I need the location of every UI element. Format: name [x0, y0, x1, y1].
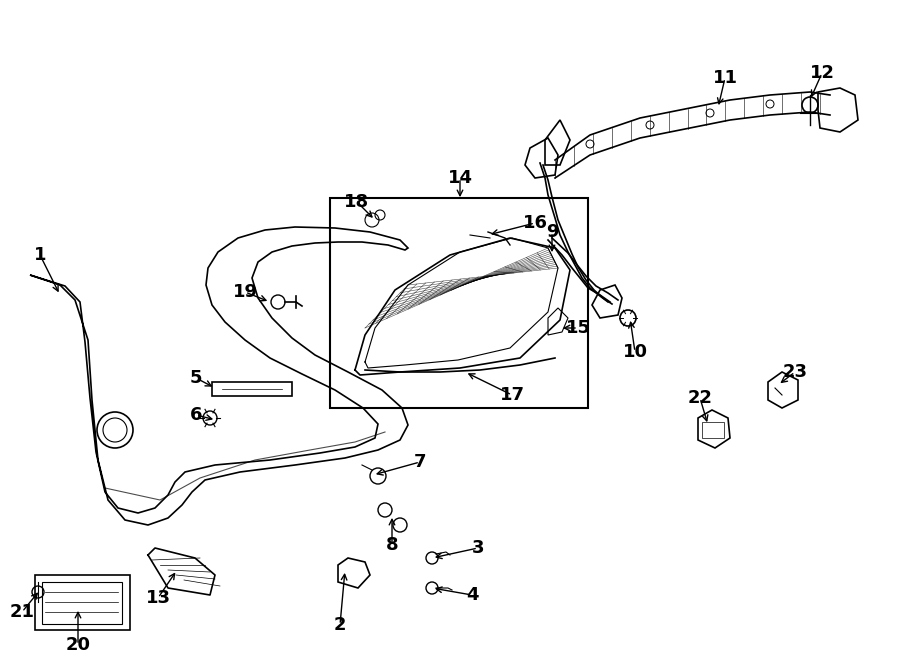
Text: 4: 4	[466, 586, 478, 604]
Text: 23: 23	[782, 363, 807, 381]
Text: 16: 16	[523, 214, 547, 232]
Bar	[330, 198, 588, 408]
Bar	[42, 582, 122, 624]
Text: 5: 5	[190, 369, 203, 387]
Bar	[212, 382, 292, 396]
Text: 14: 14	[447, 169, 473, 187]
Text: 19: 19	[232, 283, 257, 301]
Text: 10: 10	[623, 343, 647, 361]
Text: 17: 17	[500, 386, 525, 404]
Text: 1: 1	[34, 246, 46, 264]
Bar	[35, 575, 130, 630]
Text: 7: 7	[414, 453, 427, 471]
Text: 20: 20	[66, 636, 91, 654]
Text: 15: 15	[565, 319, 590, 337]
Text: 9: 9	[545, 223, 558, 241]
Text: 2: 2	[334, 616, 346, 634]
Text: 22: 22	[688, 389, 713, 407]
Text: 13: 13	[146, 589, 170, 607]
Text: 12: 12	[809, 64, 834, 82]
Text: 11: 11	[713, 69, 737, 87]
Text: 3: 3	[472, 539, 484, 557]
Text: 8: 8	[386, 536, 399, 554]
Text: 18: 18	[345, 193, 370, 211]
Text: 6: 6	[190, 406, 203, 424]
Text: 21: 21	[10, 603, 34, 621]
Bar	[702, 422, 724, 438]
